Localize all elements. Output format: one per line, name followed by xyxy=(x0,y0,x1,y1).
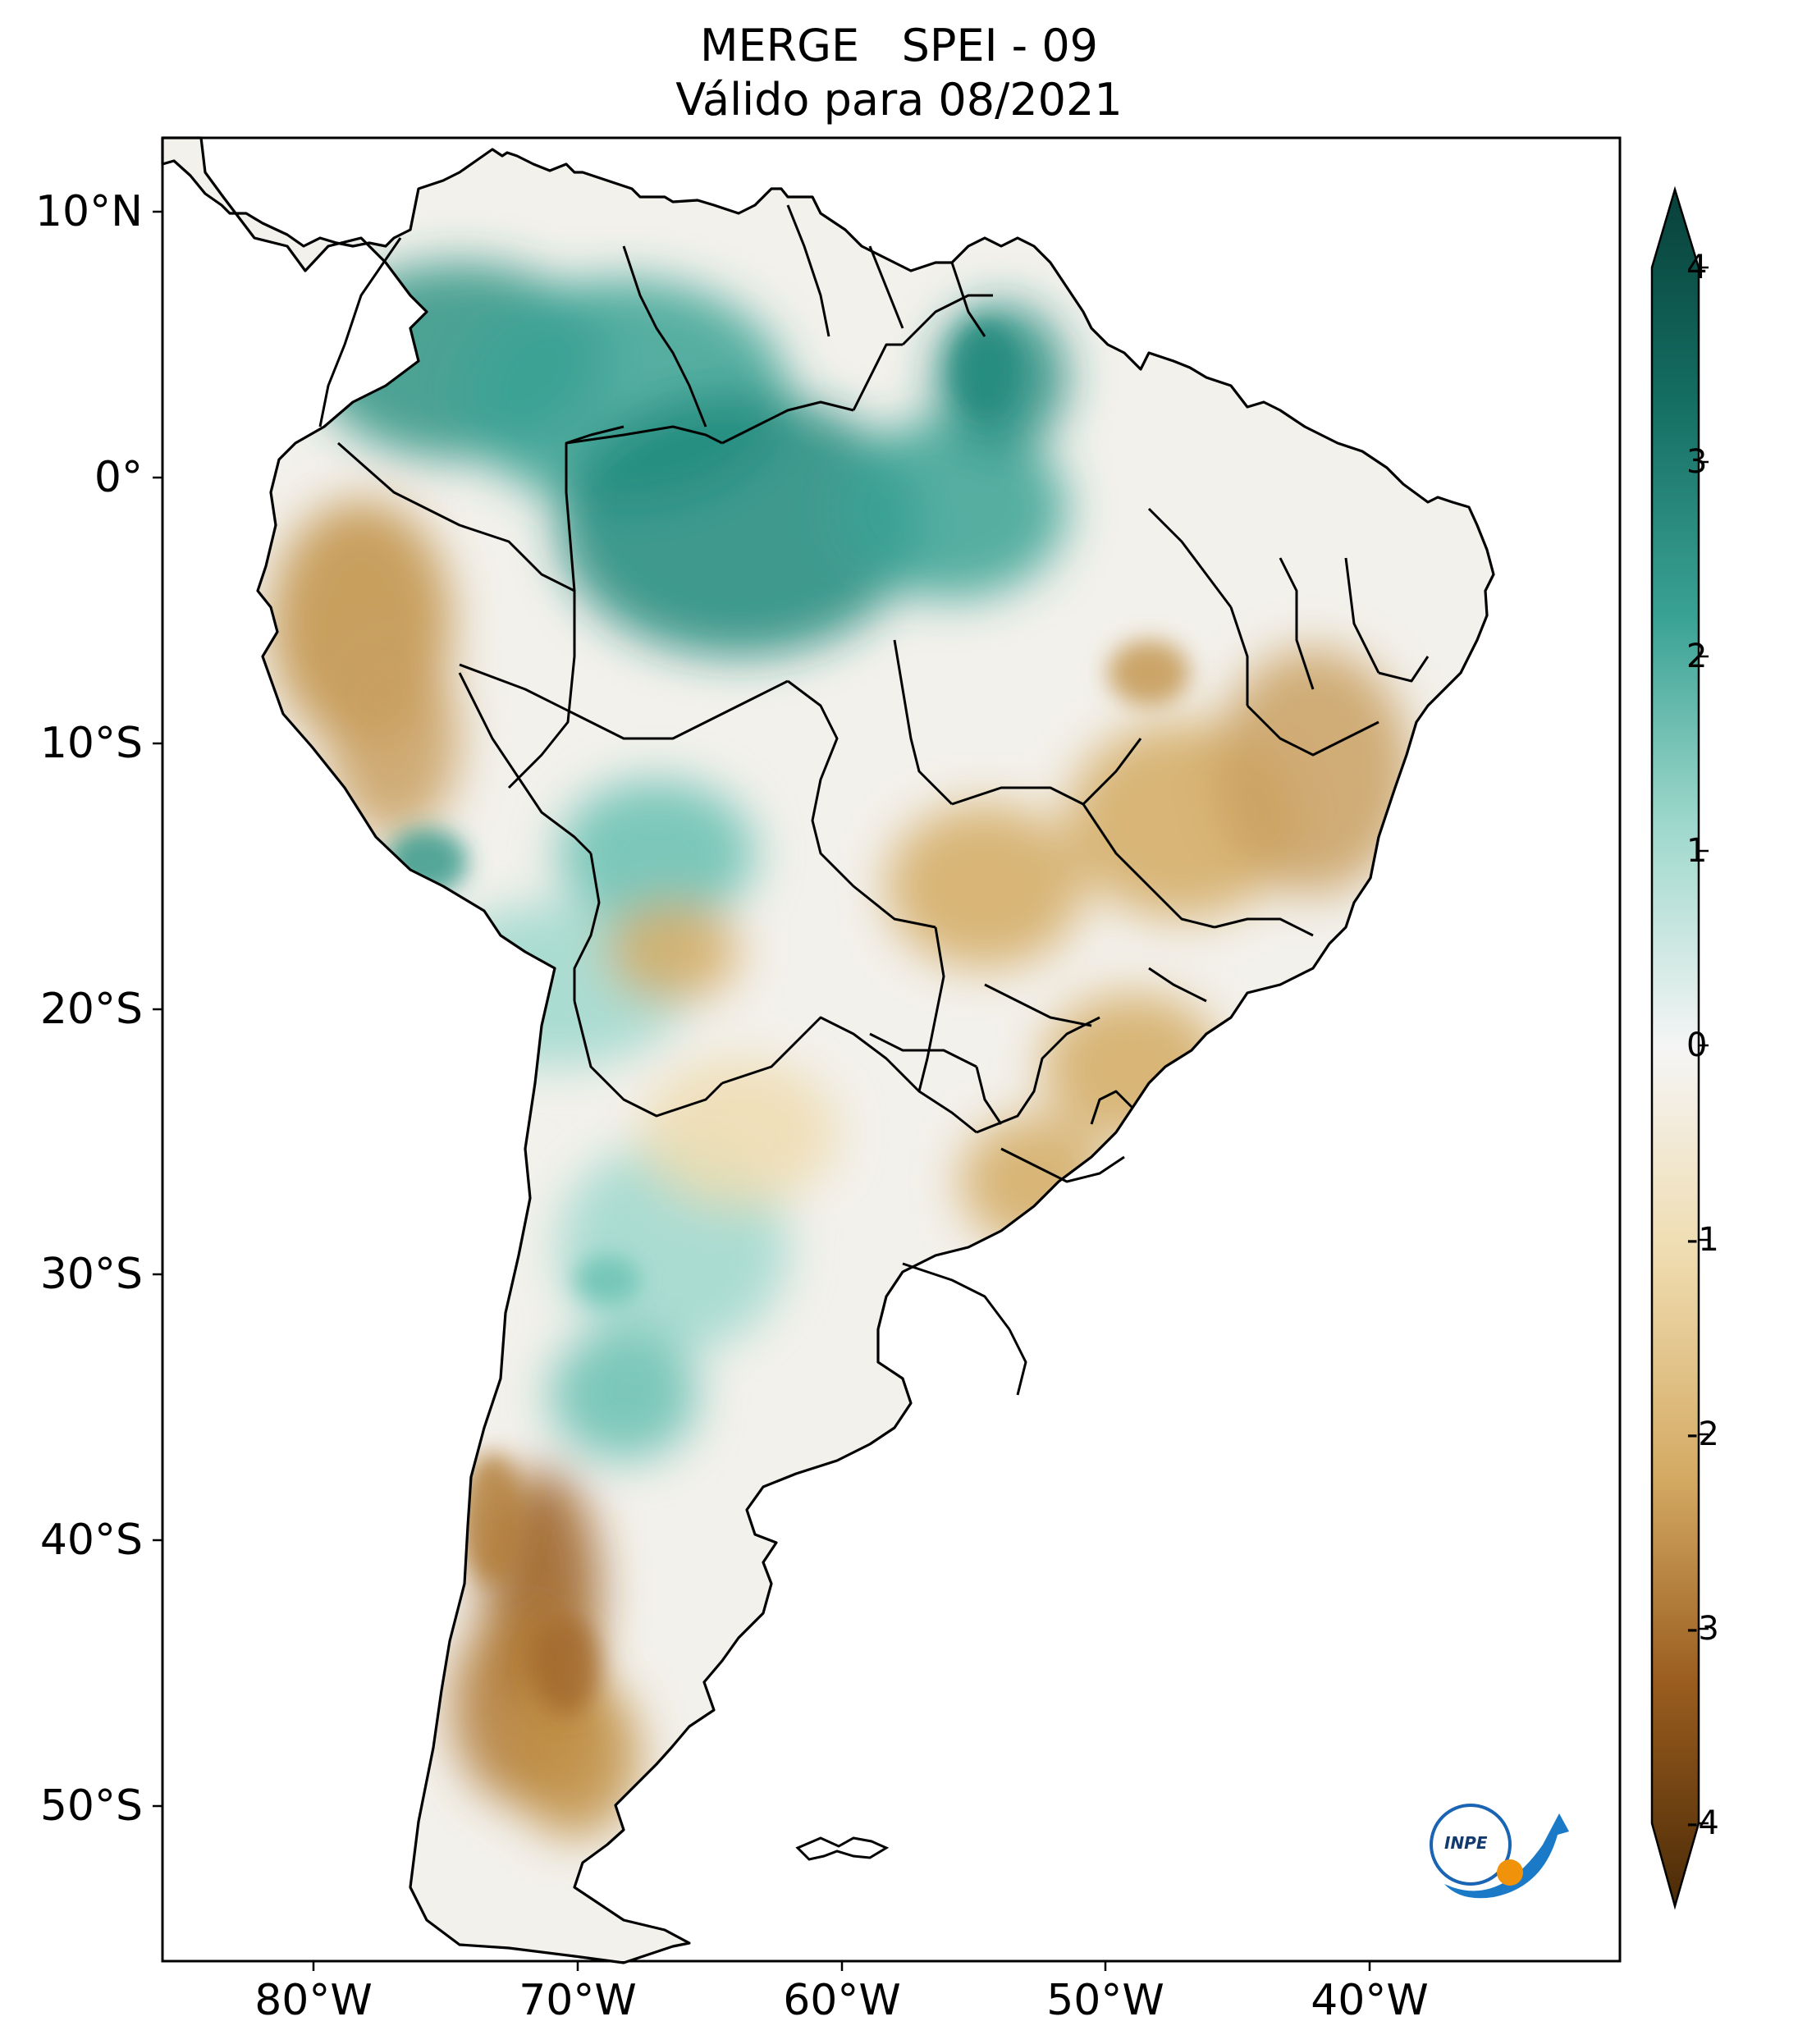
lat-tick-label: 40°S xyxy=(39,1516,143,1565)
country-borders xyxy=(318,204,1430,1396)
lat-tick-label: 20°S xyxy=(39,985,143,1034)
colorbar-tick-label: 3 xyxy=(1686,443,1708,481)
lon-tick-label: 70°W xyxy=(519,1976,637,2025)
lat-tick-label: 30°S xyxy=(39,1250,143,1299)
lat-tick-label: 10°S xyxy=(39,719,143,768)
lat-tick-label: 50°S xyxy=(39,1781,143,1831)
colorbar-tick-label: 0 xyxy=(1686,1027,1708,1064)
colorbar-tick-label: -4 xyxy=(1686,1804,1719,1842)
map-title-line2: Válido para 08/2021 xyxy=(675,74,1123,126)
colorbar-tick-label: -2 xyxy=(1686,1415,1719,1453)
colorbar-tick-label: -1 xyxy=(1686,1221,1719,1259)
continent-outline xyxy=(161,136,1495,1964)
colorbar xyxy=(1650,185,1709,1910)
inpe-logo-text: INPE xyxy=(1444,1833,1488,1853)
lat-tick-label: 0° xyxy=(94,453,143,502)
colorbar-tick-label: 4 xyxy=(1686,249,1708,286)
colorbar-tick-label: 1 xyxy=(1686,832,1708,870)
lon-tick-label: 50°W xyxy=(1046,1976,1164,2025)
inpe-logo xyxy=(1430,1804,1569,1899)
colorbar-tick-label: 2 xyxy=(1686,638,1708,675)
colorbar-tick-label: -3 xyxy=(1686,1610,1719,1648)
falkland-islands xyxy=(795,1836,890,1861)
lon-tick-label: 80°W xyxy=(254,1976,373,2025)
lon-tick-label: 40°W xyxy=(1311,1976,1429,2025)
lat-tick-label: 10°N xyxy=(34,187,143,236)
map-title-line1: MERGE SPEI - 09 xyxy=(699,20,1099,71)
lon-tick-label: 60°W xyxy=(783,1976,901,2025)
